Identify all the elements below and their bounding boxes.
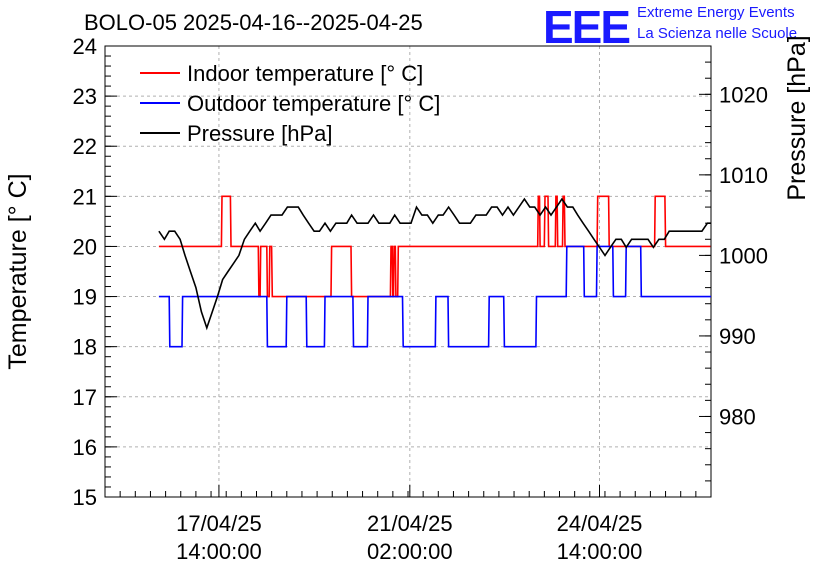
series-line-2 (158, 245, 711, 348)
y-tick-label: 16 (73, 435, 97, 460)
y-tick-label: 22 (73, 134, 97, 159)
y-tick-label: 21 (73, 184, 97, 209)
y2-axis-title: Pressure [hPa] (783, 35, 811, 200)
y-tick-label: 23 (73, 84, 97, 109)
legend-label-2: Outdoor temperature [° C] (187, 91, 440, 116)
y-tick-label: 17 (73, 385, 97, 410)
legend-label-3: Pressure [hPa] (187, 121, 333, 146)
y2-tick-label: 1010 (719, 163, 768, 188)
series-line-3 (158, 197, 711, 331)
legend-label-1: Indoor temperature [° C] (187, 61, 423, 86)
x-tick-label-time: 14:00:00 (176, 539, 262, 564)
y-tick-label: 20 (73, 234, 97, 259)
y-tick-label: 24 (73, 34, 97, 59)
y2-tick-label: 1020 (719, 82, 768, 107)
y-tick-label: 15 (73, 485, 97, 510)
y-axis-title: Temperature [° C] (4, 173, 32, 369)
x-tick-label-date: 17/04/25 (176, 511, 262, 536)
eee-logo: EEE (543, 1, 631, 53)
x-tick-label-date: 21/04/25 (367, 511, 453, 536)
y-tick-label: 18 (73, 335, 97, 360)
x-tick-label-time: 14:00:00 (557, 539, 643, 564)
logo-caption-line1: Extreme Energy Events (637, 4, 795, 21)
chart-title: BOLO-05 2025-04-16--2025-04-25 (84, 10, 423, 35)
y-tick-label: 19 (73, 285, 97, 310)
x-tick-label-time: 02:00:00 (367, 539, 453, 564)
x-tick-label-date: 24/04/25 (557, 511, 643, 536)
y2-tick-label: 990 (719, 324, 756, 349)
y2-tick-label: 980 (719, 404, 756, 429)
logo-caption-line2: La Scienza nelle Scuole (637, 25, 798, 42)
y2-tick-label: 1000 (719, 243, 768, 268)
